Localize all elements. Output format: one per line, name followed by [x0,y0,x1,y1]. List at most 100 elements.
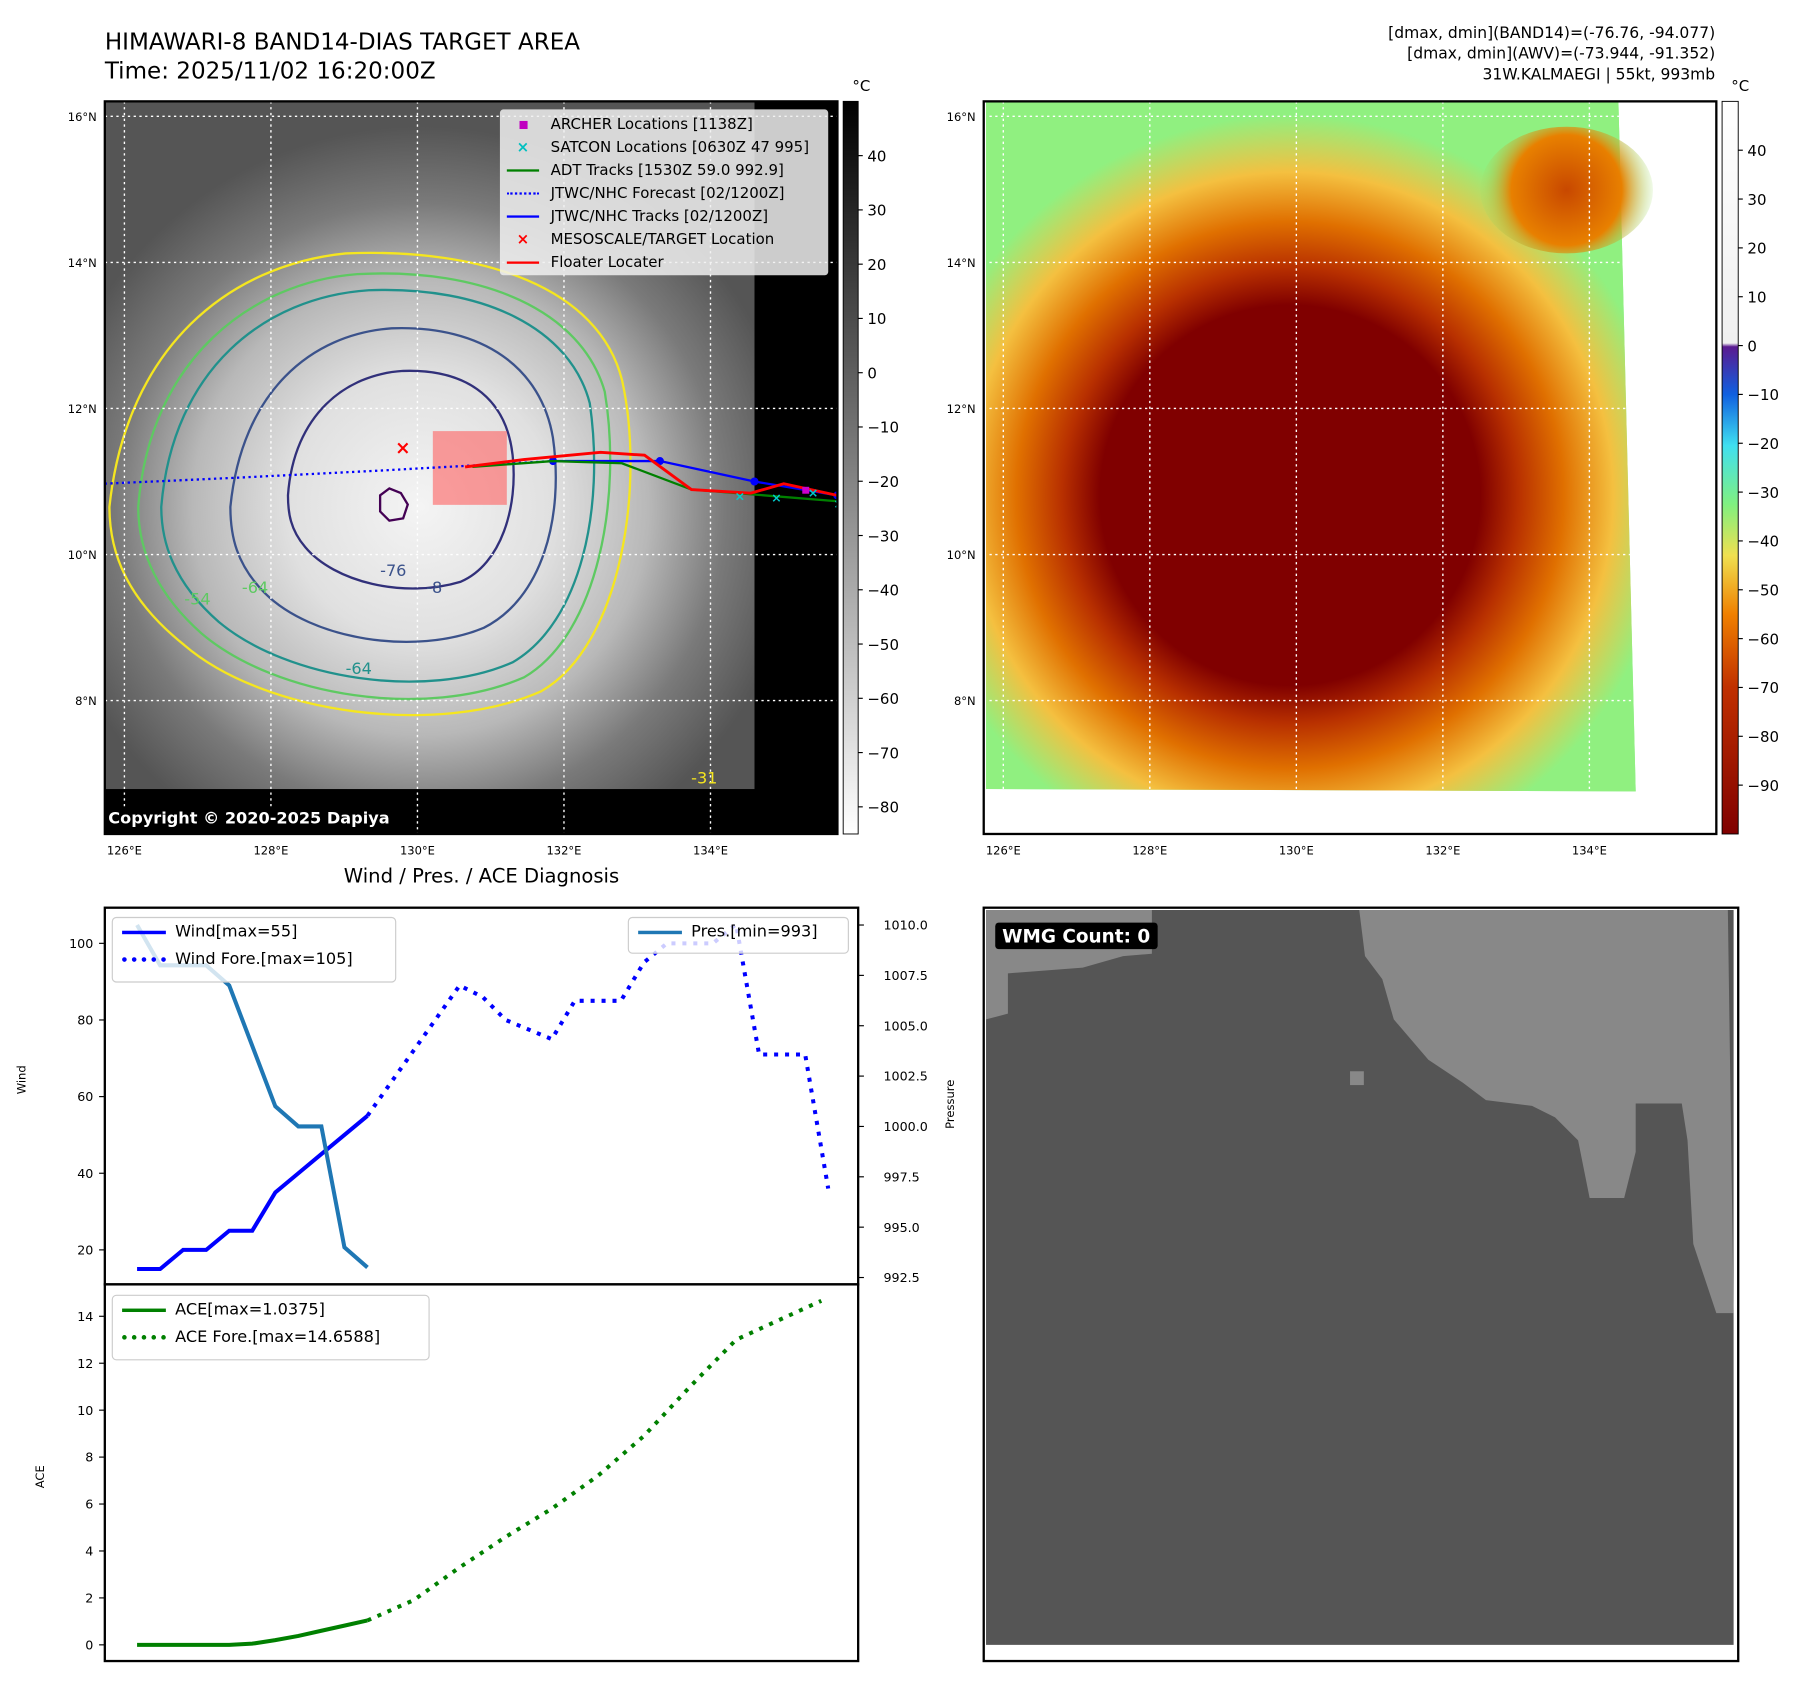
contour-label: -8 [426,578,442,597]
title-text: HIMAWARI-8 BAND14-DIAS TARGET AREA [104,27,581,56]
ace-line [137,1618,368,1647]
y-tick-label: 0 [85,1637,93,1652]
satcon-marker: × [808,485,819,500]
lon-tick-label: 126°E [986,844,1021,858]
pressure-legend: Pres.[min=993] [627,916,849,954]
jtwc-track-point [750,477,759,486]
lon-tick-label: 126°E [107,844,142,858]
awv-map [983,101,1717,834]
wmg-panel [982,906,1740,1663]
wind-line [137,1114,369,1272]
legend-marker-icon [506,208,540,225]
colorbar-tick-label: −10 [1747,386,1779,404]
y-tick-label: 6 [85,1497,93,1512]
map-legend-label: MESOSCALE/TARGET Location [550,230,775,249]
colorbar-unit: °C [1731,78,1750,96]
floater-track [464,450,838,497]
y-tick-label: 20 [77,1242,93,1257]
colorbar-tick-label: 30 [1747,191,1766,209]
ace-chart: 0 2 4 6 8 10 12 14 [77,1298,823,1652]
wind-legend: Wind[max=55] Wind Fore.[max=105] [111,916,397,983]
y-tick-label: 60 [77,1089,93,1104]
target-area-box [432,431,507,505]
map-legend-item: × SATCON Locations [0630Z 47 995] [507,137,809,158]
lat-tick-label: 12°N [68,402,97,416]
map-legend-label: JTWC/NHC Tracks [02/1200Z] [550,207,769,226]
colorbar-tick-label: −30 [867,527,899,545]
y-tick-label: 40 [77,1166,93,1181]
target-marker: × [395,438,410,459]
y2-tick-label: 1005.0 [884,1018,928,1033]
jtwc-forecast-track [104,459,554,485]
satcon-marker: × [833,496,844,511]
legend-marker-icon [506,185,540,202]
colorbar-unit: °C [852,78,871,96]
lat-tick-label: 14°N [68,256,97,270]
colorbar-tick-label: 40 [1747,142,1766,160]
lat-tick-label: 12°N [947,402,976,416]
y-tick-label: 12 [77,1356,93,1371]
legend-ace: ACE[max=1.0375] [175,1300,325,1319]
lon-tick-label: 130°E [1279,844,1314,858]
wmg-region [1359,910,1734,1314]
map-legend-label: SATCON Locations [0630Z 47 995] [550,138,810,157]
colorbar-tick-label: −80 [867,799,899,817]
legend-marker-icon: × [516,138,530,157]
map-legend-label: ADT Tracks [1530Z 59.0 992.9] [550,161,784,180]
y2-tick-label: 1010.0 [884,918,928,933]
lat-tick-label: 10°N [947,548,976,562]
colorbar-tick-label: −20 [867,473,899,491]
contour-label: -64 [242,578,268,597]
colorbar-tick-label: −10 [867,419,899,437]
lat-tick-label: 16°N [947,110,976,124]
contour-label: -54 [184,590,210,609]
colorbar-tick-label: 10 [867,310,886,328]
y2-tick-label: 992.5 [884,1270,920,1285]
map-legend-item: × MESOSCALE/TARGET Location [507,229,775,250]
storm-info: 31W.KALMAEGI | 55kt, 993mb [1482,65,1716,85]
lat-tick-label: 10°N [68,548,97,562]
y2-tick-label: 1002.5 [884,1069,928,1084]
lat-tick-label: 8°N [75,694,97,708]
chart-title: Wind / Pres. / ACE Diagnosis [343,865,620,889]
band14-range: [dmax, dmin](BAND14)=(-76.76, -94.077) [1388,24,1716,43]
colorbar-tick-label: −20 [1747,435,1779,453]
jtwc-track-point [655,457,664,466]
legend-wind-forecast: Wind Fore.[max=105] [175,950,353,969]
colorbar-tick-label: 10 [1747,288,1766,306]
wmg-count-badge: WMG Count: 0 [995,922,1158,950]
colorbar-tick-label: −40 [1747,533,1779,551]
lon-tick-label: 132°E [1425,844,1460,858]
map-legend-item: ARCHER Locations [1138Z] [507,114,753,135]
colorbar-tick-label: −40 [867,582,899,600]
y2-tick-label: 1007.5 [884,968,928,983]
y-tick-label: 10 [77,1403,93,1418]
colorbar-tick-label: 0 [1747,337,1757,355]
time-text: Time: 2025/11/02 16:20:00Z [104,56,436,85]
satcon-marker: × [734,489,745,504]
map-legend-item: ADT Tracks [1530Z 59.0 992.9] [506,160,784,181]
contour-label: -31 [691,768,717,787]
figure-title: HIMAWARI-8 BAND14-DIAS TARGET AREA Time:… [105,28,580,86]
stats-info: [dmax, dmin](BAND14)=(-76.76, -94.077) [… [1388,23,1715,85]
map-legend-item: Floater Locater [506,252,664,273]
map-legend-item: JTWC/NHC Tracks [02/1200Z] [506,206,769,227]
y2-tick-label: 995.0 [884,1220,920,1235]
temperature-contours [108,251,632,717]
y2-axis-label: Pressure [944,1079,958,1129]
awv-range: [dmax, dmin](AWV)=(-73.944, -91.352) [1407,44,1716,64]
colorbar-tick-label: −60 [1747,630,1779,648]
wind-fore--line [365,920,831,1189]
storm-tracks: × × × × × [104,431,844,511]
awv-imagery [986,101,1636,792]
satcon-marker: × [771,490,782,505]
lon-tick-label: 130°E [400,844,435,858]
y-tick-label: 100 [69,936,93,951]
lon-tick-label: 134°E [1572,844,1607,858]
contour-label: -64 [346,659,372,678]
y-tick-label: 80 [77,1013,93,1028]
ace-fore--line [366,1298,823,1623]
colorbar-tick-label: 40 [867,147,886,165]
